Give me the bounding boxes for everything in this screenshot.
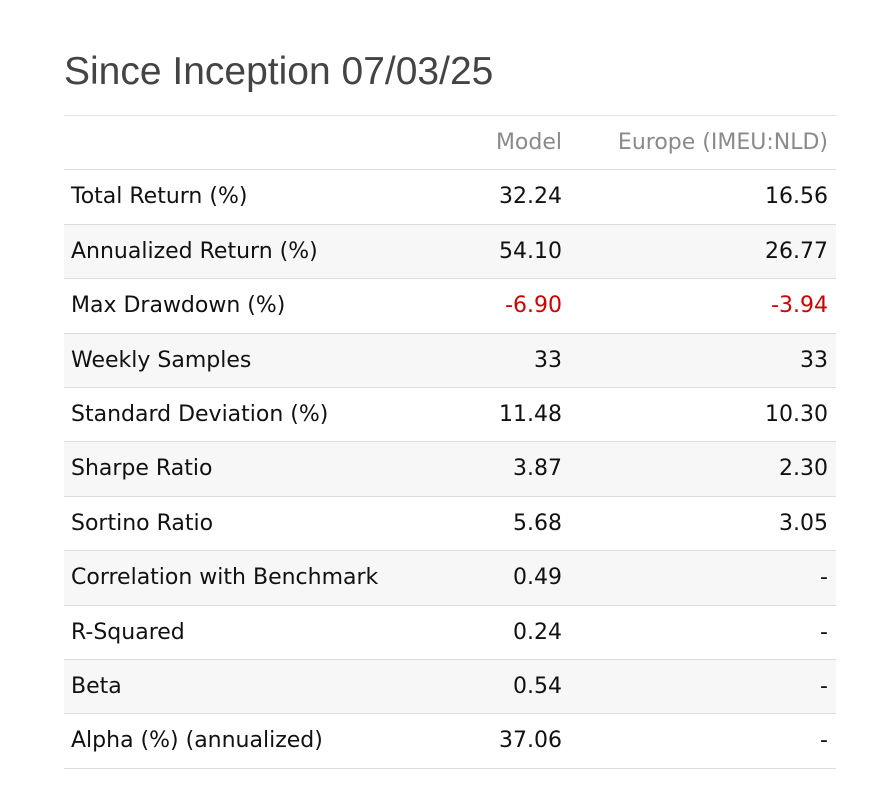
- table-row: Total Return (%) 32.24 16.56: [64, 170, 836, 225]
- cell-value: -: [820, 728, 828, 754]
- cell-value: 33: [534, 347, 562, 373]
- column-header: Model: [495, 130, 562, 155]
- row-label: Standard Deviation (%): [71, 401, 329, 427]
- row-label: Alpha (%) (annualized): [71, 728, 323, 754]
- panel-title: Since Inception 07/03/25: [64, 50, 494, 93]
- column-header: Europe (IMEU:NLD): [617, 130, 828, 155]
- cell-value: 3.87: [513, 456, 562, 482]
- cell-value: 37.06: [499, 728, 562, 754]
- table-row: Max Drawdown (%) -6.90 -3.94: [64, 279, 836, 334]
- cell-value: 32.24: [499, 184, 562, 210]
- table-row: Sharpe Ratio 3.87 2.30: [64, 442, 836, 497]
- table-row: Annualized Return (%) 54.10 26.77: [64, 224, 836, 280]
- table-row: Sortino Ratio 5.68 3.05: [64, 497, 836, 552]
- table-row: Correlation with Benchmark 0.49 -: [64, 551, 836, 606]
- cell-value: -3.94: [771, 293, 828, 319]
- cell-value: 16.56: [765, 184, 828, 210]
- row-label: Sharpe Ratio: [71, 456, 213, 482]
- table-row: Alpha (%) (annualized) 37.06 -: [64, 714, 836, 769]
- stats-table: Model Europe (IMEU:NLD) Total Return (%) 32…: [64, 115, 836, 769]
- cell-value: -: [820, 673, 828, 699]
- row-label: R-Squared: [71, 619, 185, 645]
- row-label: Weekly Samples: [71, 347, 252, 373]
- cell-value: 0.54: [513, 673, 562, 699]
- cell-value: 3.05: [779, 510, 828, 536]
- cell-value: 5.68: [513, 510, 562, 536]
- header-row: Model Europe (IMEU:NLD): [64, 116, 836, 171]
- table-row: Standard Deviation (%) 11.48 10.30: [64, 388, 836, 443]
- cell-value: -: [820, 565, 828, 591]
- cell-value: 10.30: [765, 401, 828, 427]
- cell-value: -: [820, 619, 828, 645]
- cell-value: 54.10: [499, 238, 562, 264]
- row-label: Sortino Ratio: [71, 510, 214, 536]
- cell-value: 0.24: [513, 619, 562, 645]
- row-label: Annualized Return (%): [71, 238, 318, 264]
- row-label: Total Return (%): [71, 184, 248, 210]
- row-label: Correlation with Benchmark: [71, 565, 379, 591]
- cell-value: -6.90: [505, 293, 562, 319]
- row-label: Beta: [71, 673, 122, 699]
- cell-value: 33: [800, 347, 828, 373]
- cell-value: 26.77: [765, 238, 828, 264]
- cell-value: 11.48: [499, 401, 562, 427]
- table-row: R-Squared 0.24 -: [64, 606, 836, 660]
- cell-value: 2.30: [779, 456, 828, 482]
- cell-value: 0.49: [513, 565, 562, 591]
- row-label: Max Drawdown (%): [71, 293, 286, 319]
- table-row: Beta 0.54 -: [64, 659, 836, 715]
- table-row: Weekly Samples 33 33: [64, 333, 836, 388]
